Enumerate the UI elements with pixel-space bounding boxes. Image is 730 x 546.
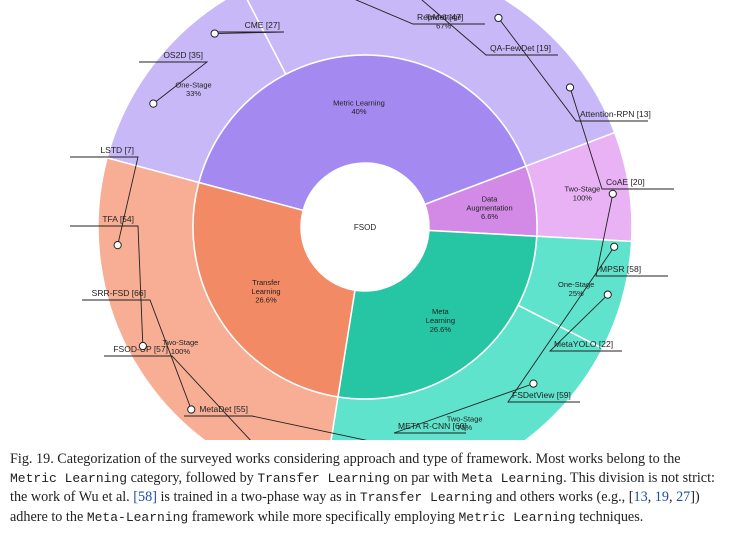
work-label-attention-rpn-13: Attention-RPN [13] xyxy=(580,109,651,119)
outer-label-data-augmentation-two-stage: Two-Stage 100% xyxy=(564,185,600,203)
leader-line-mpsr-58 xyxy=(595,193,668,277)
work-label-meta-r-cnn-60: META R-CNN [60] xyxy=(398,421,467,431)
marker-dot-metayolo-22 xyxy=(603,290,612,299)
leader-line-lstd-7 xyxy=(70,156,139,246)
work-label-coae-20: CoAE [20] xyxy=(606,177,645,187)
marker-dot-mpsr-58 xyxy=(608,189,617,198)
marker-dot-tfa-54 xyxy=(138,341,147,351)
leader-line-metayolo-22 xyxy=(548,294,622,352)
work-label-metadet-55: MetaDet [55] xyxy=(199,404,248,414)
leader-line-repmet-47 xyxy=(355,0,485,25)
marker-dot-attention-rpn-13 xyxy=(494,13,503,23)
marker-dot-lstd-7 xyxy=(113,241,122,250)
inner-label-metric-learning: Metric Learning 40% xyxy=(333,98,385,116)
leader-line-qa-fewdet-19 xyxy=(421,0,558,56)
leader-line-srr-fsd-66 xyxy=(82,299,192,410)
leader-line-fsod-up-57 xyxy=(104,355,251,440)
inner-label-data-augmentation: Data Augmentation 6.6% xyxy=(466,194,512,221)
leader-line-fsdetview-59 xyxy=(507,246,615,403)
center-label: FSOD xyxy=(354,223,376,232)
work-label-os2d-35: OS2D [35] xyxy=(163,50,203,60)
outer-label-metric-learning-two-stage: Two-Stage 67% xyxy=(426,13,462,31)
leader-line-os2d-35 xyxy=(139,61,209,104)
marker-dot-fsdetview-59 xyxy=(610,242,619,251)
work-label-cme-27: CME [27] xyxy=(245,20,280,30)
inner-label-transfer-learning: Transfer Learning 26.6% xyxy=(251,278,280,305)
work-label-metayolo-22: MetaYOLO [22] xyxy=(554,339,613,349)
marker-dot-srr-fsd-66 xyxy=(187,405,196,414)
leader-line-tfa-54 xyxy=(70,225,144,347)
leader-line-meta-r-cnn-60 xyxy=(393,383,534,434)
inner-label-meta-learning: Meta Learning 26.6% xyxy=(426,307,455,334)
sunburst-chart: FSOD Metric Learning 40% Data Augmentation 6.… xyxy=(70,0,674,440)
outer-label-meta-learning-one-stage: One-Stage 25% xyxy=(558,280,594,298)
work-label-qa-fewdet-19: QA-FewDet [19] xyxy=(490,43,551,53)
figure-caption: Fig. 19. Categorization of the surveyed … xyxy=(10,451,715,525)
leader-line-coae-20 xyxy=(569,87,674,190)
marker-dot-coae-20 xyxy=(565,83,575,92)
marker-dot-os2d-35 xyxy=(149,99,158,108)
work-label-lstd-7: LSTD [7] xyxy=(100,145,134,155)
leader-line-attention-rpn-13 xyxy=(498,17,648,122)
work-label-mpsr-58: MPSR [58] xyxy=(600,264,641,274)
leader-line-cme-27 xyxy=(214,31,285,35)
work-label-fsdetview-59: FSDetView [59] xyxy=(512,390,571,400)
marker-dot-meta-r-cnn-60 xyxy=(529,379,538,388)
leader-line-metadet-55 xyxy=(184,415,368,440)
center-hole xyxy=(301,163,429,291)
outer-label-transfer-learning-two-stage: Two-Stage 100% xyxy=(163,338,199,356)
marker-dot-cme-27 xyxy=(210,29,219,38)
work-label-repmet-47: RepMet [47] xyxy=(417,12,463,22)
outer-label-metric-learning-one-stage: One-Stage 33% xyxy=(175,80,211,98)
outer-label-meta-learning-two-stage: Two-Stage 75% xyxy=(447,414,483,432)
work-label-tfa-54: TFA [54] xyxy=(102,214,134,224)
work-label-srr-fsd-66: SRR-FSD [66] xyxy=(92,288,146,298)
